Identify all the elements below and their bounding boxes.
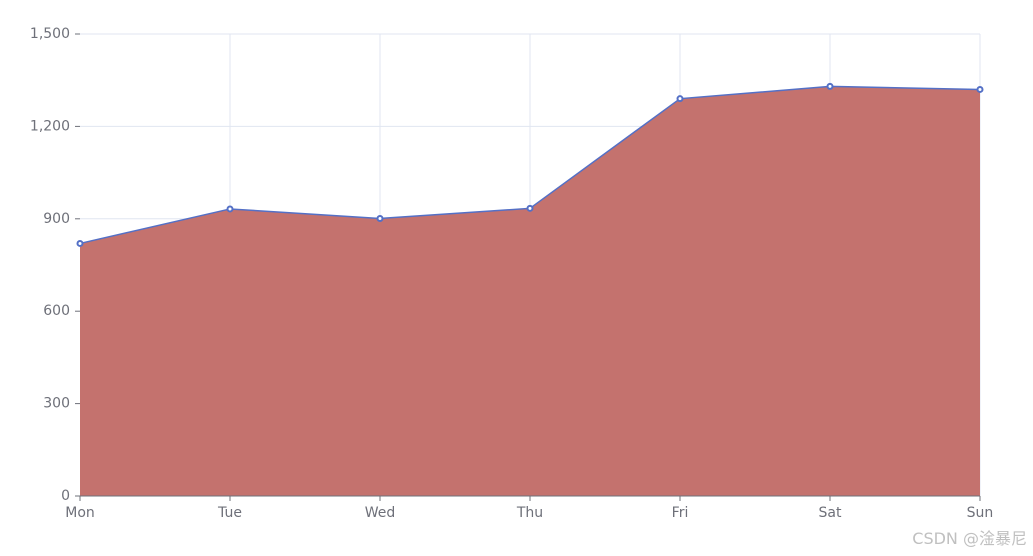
data-point-sun[interactable] xyxy=(976,85,984,93)
y-axis-ticks xyxy=(75,33,80,497)
y-tick-label: 0 xyxy=(61,488,70,504)
data-point-mon[interactable] xyxy=(76,239,84,247)
x-axis-ticks xyxy=(79,496,981,501)
x-tick-label: Tue xyxy=(217,505,242,521)
y-tick-label: 600 xyxy=(43,303,70,319)
y-tick-label: 1,500 xyxy=(30,26,70,42)
series-area xyxy=(80,86,980,497)
y-axis-labels: 0 300 600 900 1,200 1,500 xyxy=(30,26,70,504)
x-tick-label: Sun xyxy=(967,505,994,521)
data-points[interactable] xyxy=(76,82,984,247)
data-point-fri[interactable] xyxy=(676,95,684,103)
x-tick-label: Wed xyxy=(365,505,396,521)
x-tick-label: Thu xyxy=(516,505,543,521)
x-tick-label: Sat xyxy=(819,505,842,521)
y-tick-label: 1,200 xyxy=(30,118,70,134)
y-tick-label: 900 xyxy=(43,211,70,227)
data-point-thu[interactable] xyxy=(526,204,534,212)
y-tick-label: 300 xyxy=(43,396,70,412)
x-tick-label: Mon xyxy=(65,505,95,521)
x-tick-label: Fri xyxy=(672,505,689,521)
data-point-sat[interactable] xyxy=(826,82,834,90)
x-axis-labels: Mon Tue Wed Thu Fri Sat Sun xyxy=(65,505,993,521)
data-point-tue[interactable] xyxy=(226,205,234,213)
data-point-wed[interactable] xyxy=(376,214,384,222)
watermark: CSDN @淦暴尼 xyxy=(912,529,1027,548)
